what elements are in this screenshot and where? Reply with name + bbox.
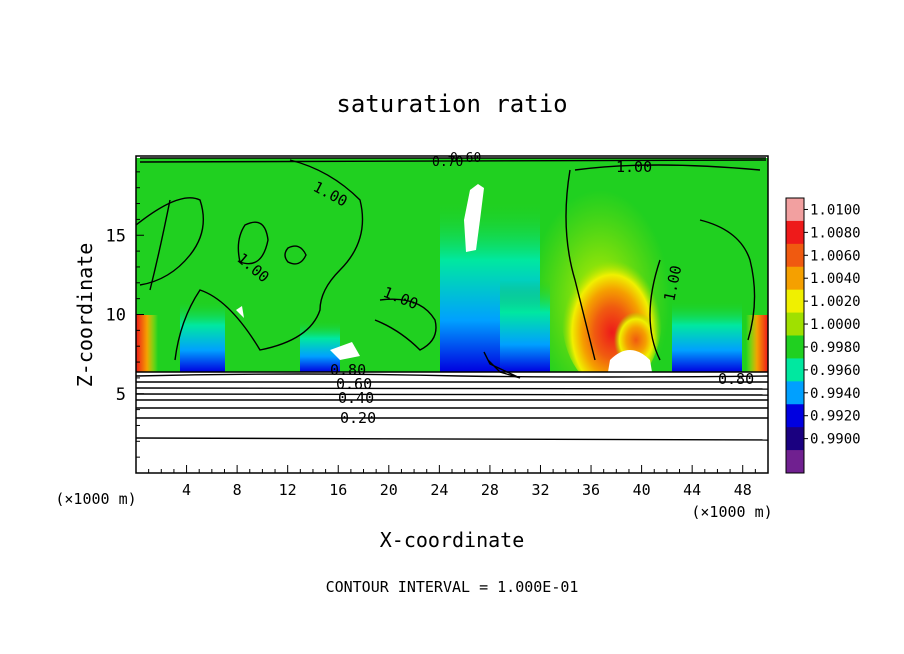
x-tick-label: 36 bbox=[582, 481, 600, 499]
colorbar-swatch bbox=[786, 358, 804, 382]
colorbar-swatch bbox=[786, 381, 804, 405]
x-unit-label: (×1000 m) bbox=[55, 490, 136, 508]
y-axis-label: Z-coordinate bbox=[73, 243, 97, 388]
x-tick-label: 8 bbox=[233, 481, 242, 499]
x-tick-label: 12 bbox=[279, 481, 297, 499]
contour-label: 0.20 bbox=[340, 409, 376, 427]
colorbar-swatch bbox=[786, 289, 804, 314]
contour-interval-note: CONTOUR INTERVAL = 1.000E-01 bbox=[326, 578, 579, 596]
colorbar-swatch bbox=[786, 312, 804, 336]
colorbar-swatch bbox=[786, 404, 804, 428]
contour-label: 0.70 bbox=[432, 155, 463, 170]
field-right-edge bbox=[746, 315, 768, 372]
field-dry-layer bbox=[136, 372, 768, 473]
chart-title: saturation ratio bbox=[336, 90, 567, 118]
x-tick-label: 44 bbox=[683, 481, 701, 499]
x-tick-label: 32 bbox=[531, 481, 549, 499]
contour-lines bbox=[136, 157, 768, 441]
y-tick-label: 15 bbox=[106, 226, 126, 246]
colorbar-level-label: 1.0100 bbox=[810, 202, 861, 218]
colorbar-swatch bbox=[786, 266, 804, 291]
colorbar-level-label: 0.9920 bbox=[810, 409, 861, 425]
y-tick-label: 10 bbox=[106, 306, 126, 326]
x-tick-label: 40 bbox=[633, 481, 651, 499]
colorbar-swatch bbox=[786, 450, 804, 474]
colorbar-level-label: 0.9900 bbox=[810, 432, 861, 448]
colorbar-level-label: 0.9940 bbox=[810, 386, 861, 402]
colorbar-level-label: 0.9960 bbox=[810, 363, 861, 379]
colorbar-swatch bbox=[786, 427, 804, 451]
colorbar-level-label: 1.0020 bbox=[810, 294, 861, 310]
contour-label: 0.80 bbox=[330, 361, 366, 379]
heatmap-field bbox=[136, 156, 768, 473]
x-unit-label-right: (×1000 m) bbox=[691, 503, 772, 521]
contour-label: 0.80 bbox=[718, 370, 754, 388]
x-tick-label: 48 bbox=[734, 481, 752, 499]
x-tick-label: 28 bbox=[481, 481, 499, 499]
colorbar-swatch bbox=[786, 335, 804, 359]
y-axis-ticks: 5 10 15 bbox=[106, 171, 144, 458]
colorbar-swatch bbox=[786, 220, 804, 245]
x-tick-label: 24 bbox=[430, 481, 448, 499]
contour-label: 0.60 bbox=[336, 375, 372, 393]
contour-label: 0.40 bbox=[338, 389, 374, 407]
contour-label: 1.00 bbox=[616, 158, 652, 176]
colorbar: 1.0100 1.0080 1.0060 1.0040 1.0020 1.0000 0.99… bbox=[785, 197, 861, 474]
colorbar-swatch bbox=[786, 243, 804, 268]
colorbar-level-label: 1.0080 bbox=[810, 225, 861, 241]
colorbar-frame bbox=[785, 197, 805, 474]
field-left-edge bbox=[136, 315, 158, 372]
contour-label: 0.60 bbox=[450, 151, 481, 166]
x-tick-label: 4 bbox=[182, 481, 191, 499]
colorbar-level-label: 1.0040 bbox=[810, 271, 861, 287]
y-tick-label: 5 bbox=[116, 385, 126, 405]
x-axis-label: X-coordinate bbox=[380, 528, 525, 552]
colorbar-level-label: 0.9980 bbox=[810, 340, 861, 356]
x-tick-label: 20 bbox=[380, 481, 398, 499]
colorbar-swatch bbox=[786, 198, 804, 222]
x-axis-ticks: 4 8 12 16 20 24 28 32 36 40 44 48 bbox=[148, 465, 756, 499]
colorbar-level-label: 1.0060 bbox=[810, 248, 861, 264]
x-tick-label: 16 bbox=[329, 481, 347, 499]
field-cloud-hole bbox=[464, 184, 484, 252]
colorbar-level-label: 1.0000 bbox=[810, 317, 861, 333]
